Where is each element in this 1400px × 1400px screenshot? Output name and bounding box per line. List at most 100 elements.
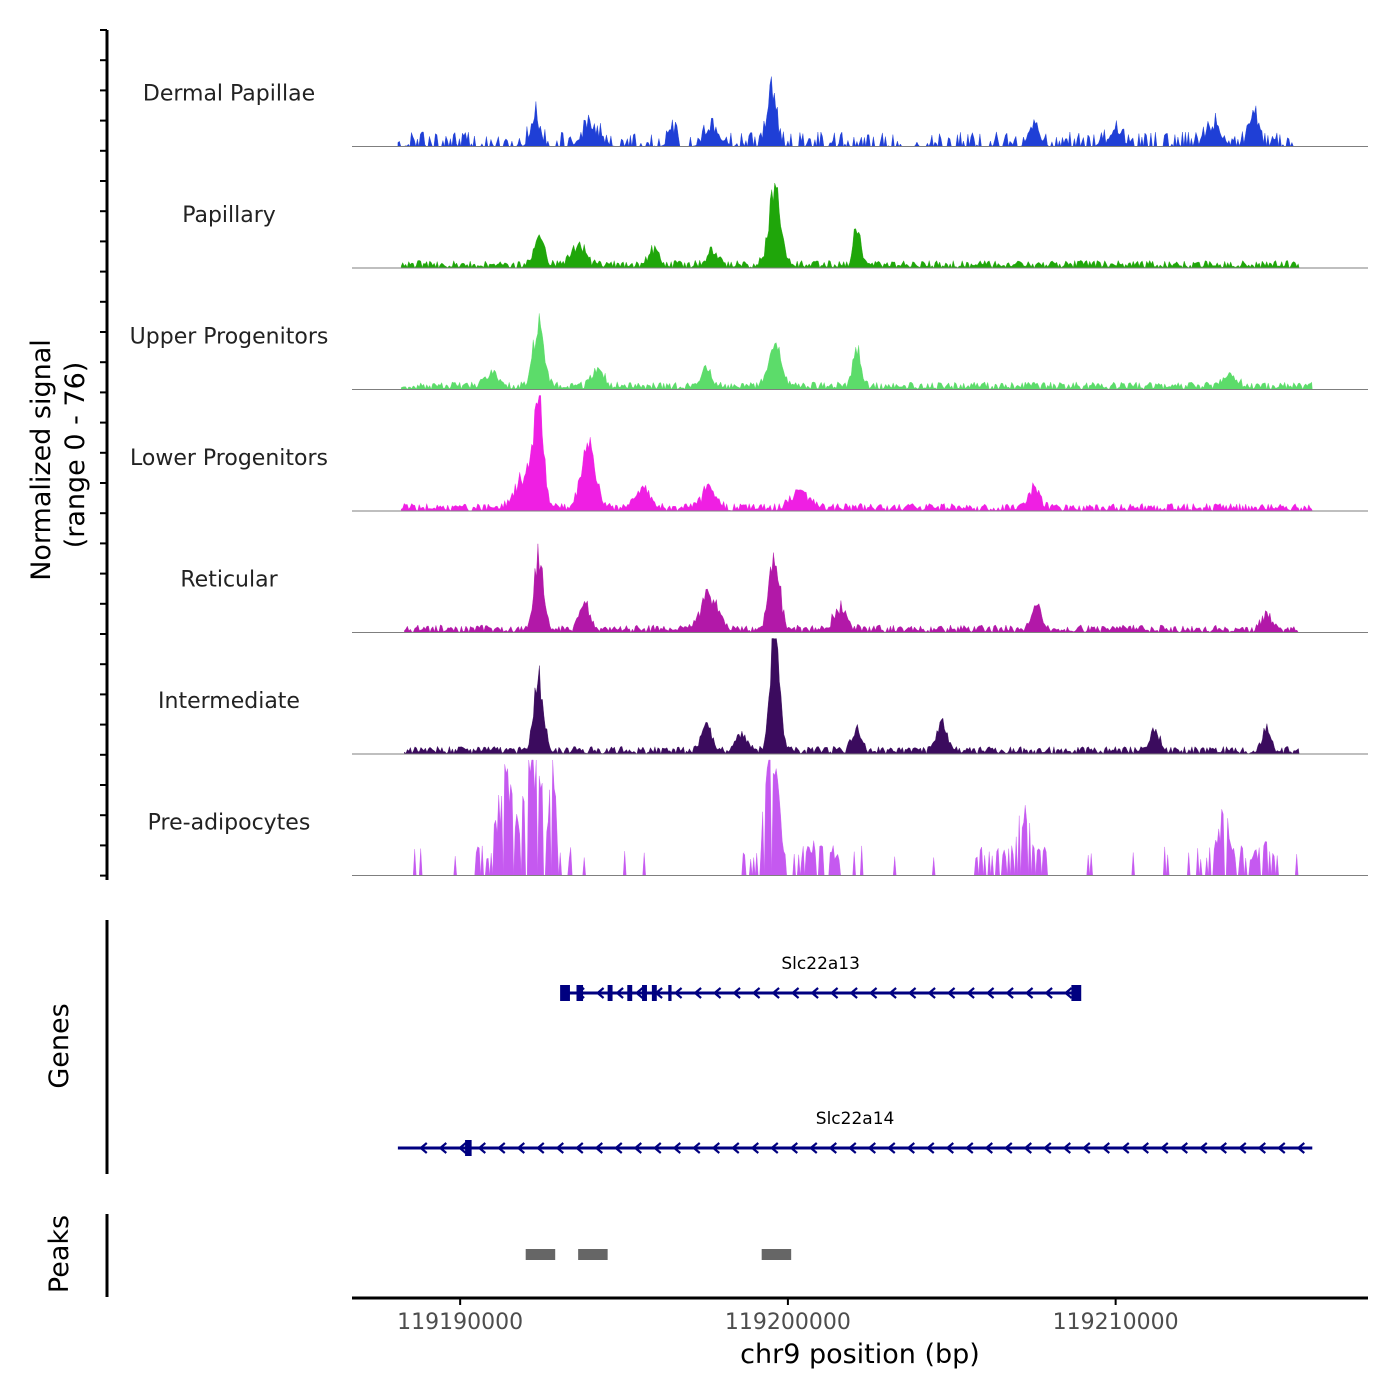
strand-arrow bbox=[1160, 1142, 1169, 1154]
strand-arrow bbox=[1101, 1142, 1110, 1154]
gene-exon bbox=[651, 985, 657, 1001]
gene-exon bbox=[607, 985, 613, 1001]
strand-arrow bbox=[946, 987, 956, 999]
track-label: Pre-adipocytes bbox=[148, 811, 311, 836]
strand-arrow bbox=[1004, 1142, 1013, 1154]
strand-arrow bbox=[1023, 1142, 1032, 1154]
strand-arrow bbox=[516, 1142, 525, 1154]
coverage-area bbox=[401, 182, 1300, 269]
coverage-track: Reticular bbox=[180, 543, 1368, 634]
strand-arrow bbox=[945, 1142, 954, 1154]
strand-arrow bbox=[888, 987, 897, 999]
strand-arrow bbox=[1121, 1142, 1130, 1154]
strand-arrow bbox=[829, 987, 839, 999]
strand-arrow bbox=[438, 1142, 447, 1154]
strand-arrow bbox=[984, 1142, 993, 1154]
coverage-area bbox=[401, 395, 1313, 512]
strand-arrow bbox=[673, 987, 683, 999]
coverage-track: Intermediate bbox=[158, 638, 1368, 755]
strand-arrow bbox=[595, 987, 605, 999]
track-label: Reticular bbox=[180, 568, 278, 593]
strand-arrow bbox=[789, 1142, 798, 1154]
gene-exon bbox=[627, 985, 633, 1001]
x-tick-label: 119200000 bbox=[725, 1310, 851, 1335]
coverage-tracks: Dermal Papillae Papillary Upper Progenitor… bbox=[130, 76, 1368, 876]
strand-arrow bbox=[868, 987, 878, 999]
strand-arrow bbox=[867, 1142, 876, 1154]
strand-arrow bbox=[751, 987, 761, 999]
strand-arrow bbox=[1043, 1142, 1052, 1154]
strand-arrow bbox=[1063, 987, 1073, 999]
gene-model: Slc22a13 bbox=[560, 954, 1082, 1001]
strand-arrow bbox=[887, 1142, 896, 1154]
coverage-area bbox=[397, 76, 1300, 148]
coverage-track: Dermal Papillae bbox=[143, 76, 1368, 148]
track-label: Lower Progenitors bbox=[130, 446, 328, 471]
strand-arrow bbox=[1044, 987, 1053, 999]
strand-arrow bbox=[927, 987, 936, 999]
strand-arrow bbox=[731, 1142, 740, 1154]
strand-arrow bbox=[614, 1142, 623, 1154]
coverage-area bbox=[404, 638, 1300, 755]
strand-arrow bbox=[692, 1142, 701, 1154]
coverage-area bbox=[401, 759, 1300, 876]
strand-arrow bbox=[693, 987, 702, 999]
strand-arrow bbox=[1277, 1142, 1286, 1154]
peaks-track bbox=[525, 1249, 792, 1260]
strand-arrow bbox=[1257, 1142, 1266, 1154]
strand-arrow bbox=[926, 1142, 935, 1154]
strand-arrow bbox=[672, 1142, 681, 1154]
strand-arrow bbox=[810, 987, 819, 999]
strand-arrow bbox=[1140, 1142, 1149, 1154]
strand-arrow bbox=[458, 1142, 467, 1154]
strand-arrow bbox=[828, 1142, 837, 1154]
x-tick-label: 119210000 bbox=[1053, 1310, 1179, 1335]
coverage-track: Upper Progenitors bbox=[130, 313, 1368, 391]
gene-exon bbox=[642, 985, 647, 1001]
peak-region bbox=[578, 1249, 608, 1260]
strand-arrow bbox=[1218, 1142, 1227, 1154]
strand-arrow bbox=[594, 1142, 603, 1154]
track-label: Upper Progenitors bbox=[130, 325, 329, 350]
strand-arrow bbox=[1199, 1142, 1208, 1154]
coverage-track: Lower Progenitors bbox=[130, 395, 1368, 512]
strand-arrow bbox=[770, 1142, 779, 1154]
strand-arrow bbox=[1296, 1142, 1305, 1154]
gene-label: Slc22a13 bbox=[781, 954, 860, 974]
strand-arrow bbox=[849, 987, 858, 999]
strand-arrow bbox=[985, 987, 995, 999]
gene-exon bbox=[576, 985, 584, 1001]
strand-arrow bbox=[1024, 987, 1034, 999]
x-axis-ticks: 119190000 119200000 119210000 bbox=[397, 1298, 1179, 1335]
track-label: Dermal Papillae bbox=[143, 82, 315, 107]
coverage-track: Papillary bbox=[182, 182, 1368, 269]
strand-arrow bbox=[711, 1142, 720, 1154]
strand-arrow bbox=[633, 1142, 642, 1154]
strand-arrow bbox=[1179, 1142, 1188, 1154]
strand-arrow bbox=[771, 987, 780, 999]
y-axis-title-line2: (range 0 - 76) bbox=[60, 362, 91, 549]
gene-exon bbox=[560, 985, 570, 1001]
strand-arrow bbox=[848, 1142, 857, 1154]
strand-arrow bbox=[575, 1142, 584, 1154]
x-tick-label: 119190000 bbox=[397, 1310, 523, 1335]
coverage-area bbox=[404, 543, 1300, 634]
coverage-track: Pre-adipocytes bbox=[148, 759, 1368, 876]
strand-arrow bbox=[634, 987, 644, 999]
strand-arrow bbox=[1082, 1142, 1091, 1154]
track-label: Intermediate bbox=[158, 689, 300, 714]
track-label: Papillary bbox=[182, 203, 276, 228]
strand-arrow bbox=[907, 987, 917, 999]
strand-arrow bbox=[477, 1142, 486, 1154]
strand-arrow bbox=[750, 1142, 759, 1154]
gene-exon bbox=[465, 1140, 472, 1156]
strand-arrow bbox=[615, 987, 624, 999]
genes-axis-title: Genes bbox=[44, 1003, 75, 1088]
coverage-area bbox=[401, 313, 1313, 391]
y-axis-title-line1: Normalized signal bbox=[26, 339, 57, 581]
strand-arrow bbox=[555, 1142, 564, 1154]
strand-arrow bbox=[906, 1142, 915, 1154]
peak-region bbox=[525, 1249, 556, 1260]
gene-exon bbox=[1071, 985, 1082, 1001]
